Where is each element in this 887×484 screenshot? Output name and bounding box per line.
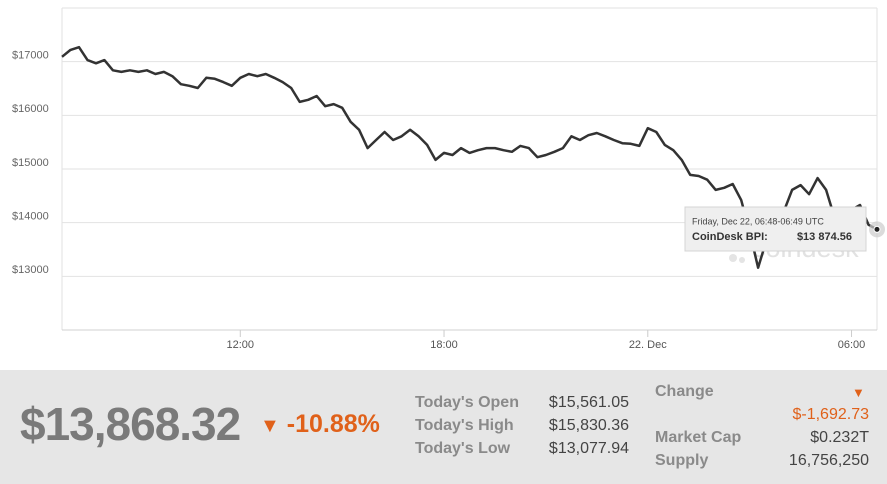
y-tick-label: $15000 [12,157,49,169]
down-arrow: ▼ [852,385,865,400]
price-line [61,45,878,269]
stat-value: $15,830.36 [548,417,629,434]
chart: $13000 $14000 $15000 $16000 $17000 12:00 18:00… [12,7,885,351]
stats-panel: $13,868.32 ▼ -10.88% Today's Open $15,56… [0,370,887,484]
tooltip-date: Friday, Dec 22, 06:48-06:49 UTC [692,216,824,226]
y-tick-label: $16000 [12,103,49,115]
stat-value: $-1,692.73 [792,406,869,423]
tooltip-label: CoinDesk BPI: [692,231,768,243]
stat-value: $0.232T [810,429,869,446]
tooltip-box [684,206,867,252]
y-tick-label: $13000 [12,264,49,276]
y-tick-label: $17000 [12,50,49,62]
down-arrow: ▼ [260,415,280,437]
tooltip: Friday, Dec 22, 06:48-06:49 UTC CoinDesk … [684,206,867,252]
x-tick-label: 18:00 [430,339,458,351]
x-tick-label: 22. Dec [629,339,667,351]
stat-label: Supply [655,452,709,469]
watermark-icon [739,257,745,263]
y-tick-label: $14000 [12,211,49,223]
tooltip-value: $13 874.56 [797,231,852,243]
stat-label: Today's Low [415,440,511,457]
stat-label: Today's High [415,417,514,434]
change-percent-box: ▼ -10.88% [260,412,380,437]
watermark-icon [729,254,737,262]
stat-label: Today's Open [415,394,519,411]
stat-label: Market Cap [655,429,742,446]
stat-value: $15,561.05 [548,394,629,411]
price: $13,868.32 [20,398,241,450]
x-tick-label: 06:00 [838,339,866,351]
stat-value: 16,756,250 [788,452,869,469]
stat-value: $13,077.94 [548,440,629,457]
stat-label: Change [655,383,714,400]
change-percent: -10.88% [286,410,380,438]
hover-point [873,225,881,233]
x-tick-label: 12:00 [227,339,255,351]
